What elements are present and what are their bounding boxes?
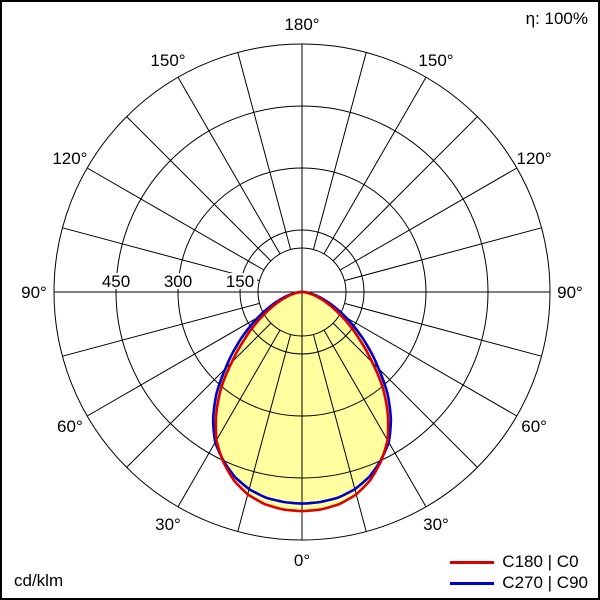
- grid-radial-line: [177, 329, 281, 508]
- radial-tick-label: 300: [164, 272, 192, 291]
- grid-radial-line: [126, 322, 272, 468]
- grid-radial-line: [86, 167, 265, 271]
- radial-tick-label-bg: [99, 273, 133, 289]
- angle-tick-label: 150°: [418, 51, 453, 70]
- grid-radial-line: [126, 116, 272, 262]
- legend-label-c270-c90: C270 | C90: [502, 573, 588, 592]
- grid-radial-line: [323, 76, 427, 255]
- legend-line-blue-icon: [450, 581, 495, 585]
- grid-radial-line: [237, 334, 292, 532]
- grid-radial-line: [62, 227, 260, 282]
- grid-radial-line: [177, 76, 281, 255]
- grid-radial-line: [332, 322, 478, 468]
- angle-tick-label: 120°: [52, 149, 87, 168]
- legend-item-c270-c90: C270 | C90: [450, 573, 588, 593]
- grid-radial-line: [339, 313, 518, 417]
- grid-radial-line: [62, 302, 260, 357]
- angle-tick-label: 60°: [57, 417, 83, 436]
- radial-tick-label-bg: [161, 273, 195, 289]
- angle-tick-label: 60°: [521, 417, 547, 436]
- legend-line-red-icon: [450, 560, 495, 564]
- grid-radial-line: [323, 329, 427, 508]
- grid-radial-line: [344, 227, 542, 282]
- radial-tick-labels: 150 300 450: [99, 272, 257, 291]
- grid-radial-line: [332, 116, 478, 262]
- units-label: cd/klm: [14, 571, 64, 590]
- angle-tick-label: 90°: [21, 283, 47, 302]
- angle-tick-label: 120°: [517, 149, 552, 168]
- angle-tick-label: 30°: [423, 515, 449, 534]
- angle-tick-labels: 0° 30° 30° 60° 60° 90° 90° 120° 120° 150° 150° 180°: [21, 15, 583, 570]
- grid-radial-line: [86, 313, 265, 417]
- angle-tick-label: 30°: [155, 515, 181, 534]
- efficiency-label: η: 100%: [525, 9, 588, 28]
- grid-radial-line: [344, 302, 542, 357]
- grid-radial-line: [312, 334, 367, 532]
- angle-tick-label: 90°: [557, 283, 583, 302]
- radial-tick-label-bg: [223, 273, 257, 289]
- legend: C180 | C0 C270 | C90: [450, 552, 588, 593]
- radial-tick-label: 150: [226, 272, 254, 291]
- grid-radial-line: [339, 167, 518, 271]
- grid-radial-line: [312, 52, 367, 250]
- intensity-curve-c0-c180: [214, 290, 390, 513]
- intensity-curve-c90-c270: [211, 290, 393, 505]
- legend-item-c180-c0: C180 | C0: [450, 552, 588, 572]
- angle-tick-label: 0°: [294, 551, 310, 570]
- angle-tick-label: 150°: [150, 51, 185, 70]
- angle-tick-label: 180°: [284, 15, 319, 34]
- legend-label-c180-c0: C180 | C0: [502, 552, 579, 571]
- radial-tick-label: 450: [102, 272, 130, 291]
- grid-radial-line: [237, 52, 292, 250]
